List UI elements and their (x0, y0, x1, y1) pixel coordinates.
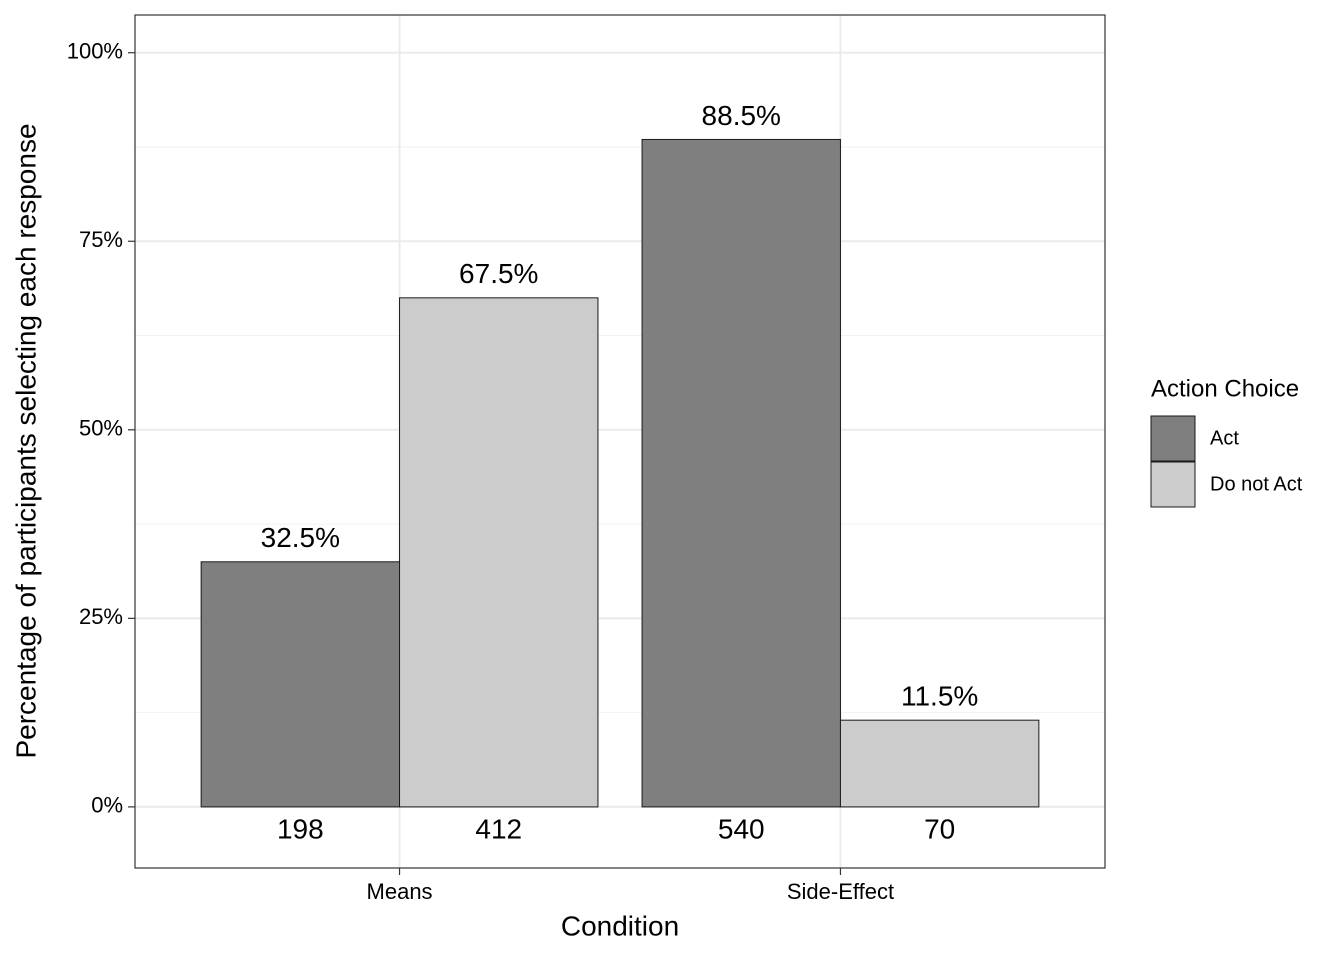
value-label: 88.5% (702, 100, 781, 131)
y-tick-label: 50% (79, 416, 123, 441)
legend-key (1150, 461, 1196, 508)
count-label: 70 (924, 813, 955, 844)
x-tick-label: Side-Effect (787, 879, 894, 904)
bar (641, 138, 841, 808)
legend: Act Do not Act (1150, 415, 1303, 508)
x-tick-label: Means (367, 879, 433, 904)
legend-label: Act (1210, 427, 1239, 449)
y-tick-label: 75% (79, 227, 123, 252)
y-tick-label: 100% (67, 39, 123, 64)
value-label: 32.5% (261, 522, 340, 553)
marks: 32.5% 198 67.5% 412 88.5% 540 11.5% 70 (200, 100, 1040, 844)
panel-border (134, 14, 1106, 869)
count-label: 412 (475, 813, 522, 844)
legend-title: Action Choice (1151, 375, 1299, 402)
legend-key (1150, 415, 1196, 462)
value-label: 11.5% (901, 681, 978, 712)
x-axis-title: Condition (561, 910, 679, 941)
y-tick-label: 25% (79, 604, 123, 629)
y-tick-label: 0% (91, 793, 123, 818)
y-axis-title: Percentage of participants selecting eac… (10, 123, 41, 758)
legend-label: Do not Act (1210, 473, 1303, 495)
count-label: 540 (718, 813, 765, 844)
bar (200, 561, 401, 808)
value-label: 67.5% (459, 258, 538, 289)
bar (839, 719, 1040, 808)
bar (399, 297, 599, 808)
count-label: 198 (277, 813, 324, 844)
